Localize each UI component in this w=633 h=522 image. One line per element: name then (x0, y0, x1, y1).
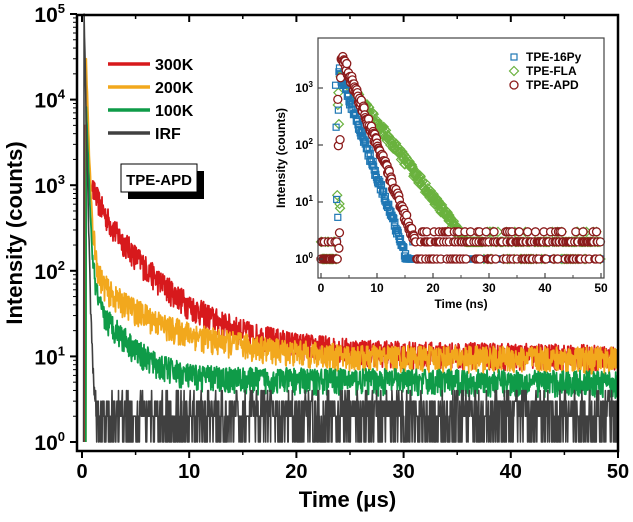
data-point (390, 214, 398, 223)
series-line-200k (84, 57, 619, 443)
data-point (514, 227, 524, 237)
data-point (404, 156, 415, 167)
x-tick-label: 40 (500, 461, 522, 483)
data-point (331, 189, 343, 201)
inset-legend-marker-tpe-16py (510, 53, 518, 61)
inset-x-tick-label: 40 (538, 281, 552, 295)
data-point (380, 187, 388, 195)
y-tick-label: 101 (34, 343, 65, 369)
y-tick-label: 103 (34, 172, 65, 198)
sample-label-background (120, 163, 198, 193)
data-point (369, 157, 377, 166)
inset-axes: 0 10 20 30 40 50 100 101 102 103 (295, 80, 608, 295)
main-legend: 300K 200K 100K IRF (108, 57, 194, 143)
data-point (370, 166, 378, 174)
main-plot-frame (75, 13, 620, 453)
inset-legend-marker-tpe-apd (509, 80, 519, 90)
x-tick-label: 30 (392, 461, 414, 483)
sample-label-text: TPE-APD (126, 172, 192, 189)
data-point (481, 227, 491, 237)
data-point (491, 254, 501, 264)
data-point (334, 228, 345, 238)
data-point (420, 178, 432, 189)
data-point (357, 127, 365, 135)
inset-y-tick-label: 102 (295, 137, 313, 152)
x-tick-label: 20 (285, 461, 307, 483)
y-tick-label: 102 (34, 258, 65, 284)
data-point (591, 227, 602, 237)
inset-y-tick-label: 101 (295, 194, 313, 209)
data-point (332, 123, 340, 131)
inset-y-tick-label: 103 (295, 80, 313, 95)
inset-legend-label-tpe-apd: TPE-APD (526, 78, 579, 92)
data-point (530, 227, 541, 237)
data-point (371, 167, 379, 175)
data-point (370, 162, 378, 170)
data-point (366, 149, 374, 158)
data-point (595, 237, 606, 247)
data-point (332, 99, 344, 111)
data-point (557, 227, 567, 237)
sample-label-box: TPE-APD (120, 163, 204, 199)
data-point (409, 165, 421, 177)
data-point (334, 213, 342, 221)
data-point (332, 254, 342, 264)
inset-legend-label-tpe-16py: TPE-16Py (526, 50, 582, 64)
x-tick-label: 10 (178, 461, 200, 483)
legend-label-300k: 300K (155, 57, 194, 74)
inset-plot-data (315, 51, 606, 265)
inset-series-tpe-apd (316, 51, 606, 264)
data-point (461, 254, 471, 264)
inset-x-tick-label: 10 (370, 281, 384, 295)
main-x-axis-label: Time (μs) (299, 487, 396, 512)
main-y-axis-label: Intensity (counts) (2, 141, 27, 324)
x-tick-label: 0 (76, 461, 87, 483)
legend-label-200k: 200K (155, 80, 194, 97)
y-tick-label: 105 (34, 1, 65, 27)
series-line-100k (84, 106, 619, 443)
data-point (342, 58, 352, 69)
data-point (594, 254, 604, 264)
inset-x-tick-label: 50 (594, 281, 608, 295)
inset-legend-label-tpe-fla: TPE-FLA (526, 64, 577, 78)
y-tick-label: 100 (34, 429, 65, 455)
inset-x-axis-label: Time (ns) (434, 297, 487, 311)
data-point (378, 121, 390, 133)
inset-x-tick-label: 30 (482, 281, 496, 295)
data-point (362, 137, 370, 145)
data-point (371, 171, 379, 179)
data-point (334, 202, 346, 214)
data-point (578, 227, 588, 237)
data-point (344, 91, 353, 99)
data-point (333, 195, 341, 204)
x-tick-label: 50 (607, 461, 629, 483)
data-point (522, 227, 533, 237)
data-point (489, 227, 499, 237)
inset-y-tick-label: 100 (295, 251, 313, 266)
data-point (335, 134, 345, 145)
series-line-irf (82, 13, 619, 443)
legend-label-100k: 100K (155, 103, 194, 120)
data-point (443, 209, 455, 221)
legend-label-irf: IRF (155, 126, 181, 143)
inset-x-tick-label: 0 (318, 281, 325, 295)
main-plot-data (82, 13, 619, 443)
inset-x-tick-label: 20 (426, 281, 440, 295)
inset-y-axis-label: Intensity (counts) (274, 108, 288, 208)
data-point (334, 243, 344, 253)
data-point (415, 171, 427, 183)
data-point (333, 94, 343, 105)
data-point (334, 106, 342, 114)
inset-legend-marker-tpe-fla (508, 65, 520, 77)
y-tick-label: 104 (34, 87, 65, 113)
